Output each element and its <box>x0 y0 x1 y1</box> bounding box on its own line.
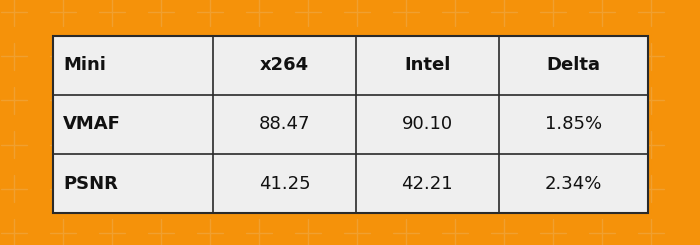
Text: 41.25: 41.25 <box>259 174 310 193</box>
Text: Intel: Intel <box>404 56 451 74</box>
Bar <box>52 36 648 213</box>
Text: 2.34%: 2.34% <box>545 174 602 193</box>
Text: VMAF: VMAF <box>63 115 121 133</box>
Text: 88.47: 88.47 <box>259 115 310 133</box>
Text: 42.21: 42.21 <box>402 174 453 193</box>
Text: Mini: Mini <box>63 56 106 74</box>
Text: 1.85%: 1.85% <box>545 115 602 133</box>
Text: PSNR: PSNR <box>63 174 118 193</box>
Text: Delta: Delta <box>546 56 600 74</box>
Text: 90.10: 90.10 <box>402 115 453 133</box>
Text: x264: x264 <box>260 56 309 74</box>
